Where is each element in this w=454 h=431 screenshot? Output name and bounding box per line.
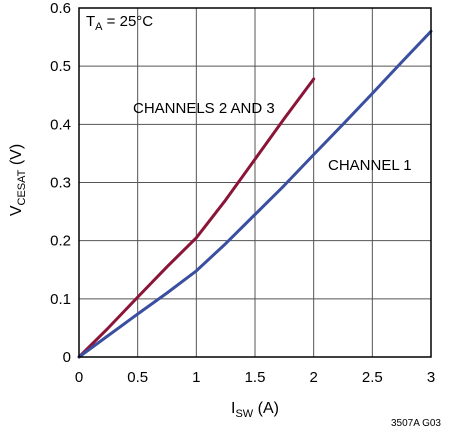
y-axis-label: VCESAT (V) [8,144,28,216]
x-tick-label: 0 [75,369,83,386]
y-tick-label: 0.2 [50,233,71,250]
y-tick-label: 0.1 [50,291,71,308]
y-tick-labels: 0 0.1 0.2 0.3 0.4 0.5 0.6 [50,0,71,366]
x-tick-label: 1 [192,369,200,386]
condition-label: TA = 25°C [86,13,153,33]
series-layer [77,29,433,359]
condition-main: T [86,13,95,30]
y-tick-label: 0.4 [50,116,71,133]
series-label-channel-1: CHANNEL 1 [328,157,412,174]
x-axis-label-unit: (A) [253,400,279,417]
figure-id: 3507A G03 [391,418,441,429]
y-tick-label: 0.3 [50,175,71,192]
x-axis-label: ISW (A) [231,400,279,420]
x-axis-label-sub: SW [235,408,253,420]
x-tick-label: 3 [427,369,435,386]
series-line-0 [77,77,316,359]
series-label-channels-2-and-3: CHANNELS 2 AND 3 [133,100,275,117]
x-tick-label: 2 [309,369,317,386]
x-tick-labels: 0 0.5 1 1.5 2 2.5 3 [75,369,435,386]
x-tick-label: 2.5 [362,369,383,386]
condition-rest: = 25°C [103,13,154,30]
condition-sub: A [95,21,103,33]
x-tick-label: 1.5 [245,369,266,386]
y-tick-label: 0 [63,349,71,366]
x-tick-label: 0.5 [127,369,148,386]
x-axis-label-main: I [231,400,235,417]
plot-frame [78,7,432,358]
series-line-1 [77,29,433,359]
y-tick-label: 0.6 [50,0,71,17]
y-axis-label-main: V [8,205,25,216]
y-axis-label-unit: (V) [8,144,25,170]
y-tick-label: 0.5 [50,58,71,75]
y-axis-label-sub: CESAT [16,169,28,205]
